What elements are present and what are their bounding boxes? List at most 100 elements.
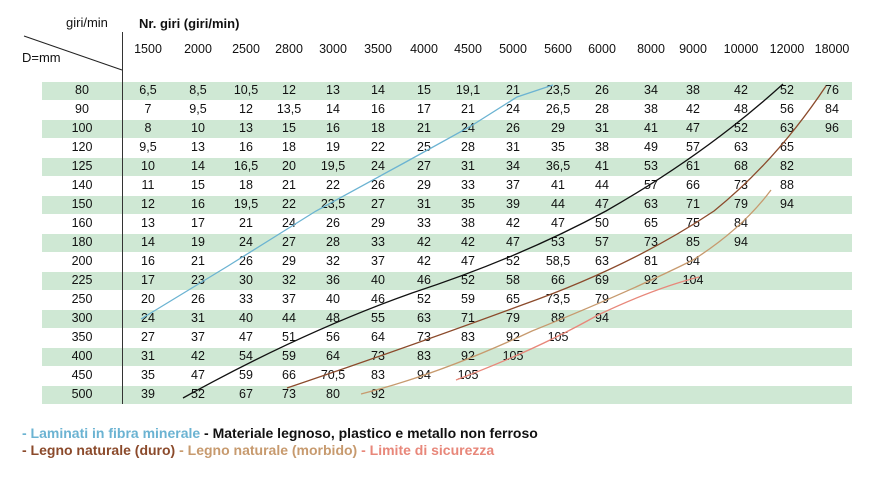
table-cell: 36	[326, 273, 340, 287]
table-cell: 66	[686, 178, 700, 192]
table-cell: 27	[282, 235, 296, 249]
table-cell: 22	[282, 197, 296, 211]
table-cell: 81	[644, 254, 658, 268]
corner-diameter-label: D=mm	[22, 50, 61, 65]
table-cell: 12	[239, 102, 253, 116]
table-cell: 26	[595, 83, 609, 97]
table-cell: 44	[595, 178, 609, 192]
diameter-cell: 80	[75, 83, 89, 97]
rpm-col-header: 6000	[588, 42, 616, 56]
table-cell: 31	[417, 197, 431, 211]
table-cell: 56	[780, 102, 794, 116]
table-cell: 6,5	[139, 83, 157, 97]
table-cell: 47	[461, 254, 475, 268]
table-cell: 42	[191, 349, 205, 363]
table-cell: 73	[282, 387, 296, 401]
corner-rpm-label: giri/min	[66, 15, 108, 30]
legend-duro: - Legno naturale (duro)	[22, 442, 176, 458]
table-cell: 21	[282, 178, 296, 192]
table-cell: 63	[595, 254, 609, 268]
table-cell: 17	[141, 273, 155, 287]
table-cell: 16	[326, 121, 340, 135]
table-cell: 37	[506, 178, 520, 192]
table-cell: 13	[191, 140, 205, 154]
table-cell: 19	[326, 140, 340, 154]
table-cell: 73	[734, 178, 748, 192]
table-cell: 83	[461, 330, 475, 344]
table-cell: 9,5	[189, 102, 207, 116]
table-cell: 24	[506, 102, 520, 116]
table-cell: 47	[551, 216, 565, 230]
table-cell: 52	[780, 83, 794, 97]
table-cell: 16	[371, 102, 385, 116]
table-cell: 26	[191, 292, 205, 306]
table-cell: 94	[734, 235, 748, 249]
table-cell: 41	[595, 159, 609, 173]
legend-row-1: - Laminati in fibra minerale - Materiale…	[22, 425, 538, 441]
rpm-col-header: 5600	[544, 42, 572, 56]
table-cell: 10,5	[233, 83, 259, 97]
table-cell: 28	[461, 140, 475, 154]
table-cell: 17	[417, 102, 431, 116]
table-cell: 21	[461, 102, 475, 116]
table-cell: 21	[506, 83, 520, 97]
table-cell: 24	[239, 235, 253, 249]
legend-morbido: - Legno naturale (morbido)	[175, 442, 358, 458]
table-cell: 33	[239, 292, 253, 306]
diameter-cell: 500	[71, 387, 93, 401]
table-cell: 42	[461, 235, 475, 249]
table-cell: 92	[506, 330, 520, 344]
diameter-cell: 250	[71, 292, 93, 306]
legend-laminati: - Laminati in fibra minerale	[22, 425, 201, 441]
table-cell: 29	[417, 178, 431, 192]
table-cell: 52	[734, 121, 748, 135]
rpm-col-header: 2000	[184, 42, 212, 56]
table-cell: 38	[461, 216, 475, 230]
table-cell: 47	[191, 368, 205, 382]
row-band	[42, 120, 852, 138]
table-cell: 14	[141, 235, 155, 249]
rpm-col-header: 2500	[232, 42, 260, 56]
diameter-cell: 350	[71, 330, 93, 344]
table-cell: 34	[644, 83, 658, 97]
table-cell: 13	[141, 216, 155, 230]
table-cell: 12	[141, 197, 155, 211]
table-cell: 96	[825, 121, 839, 135]
table-cell: 82	[780, 159, 794, 173]
table-cell: 64	[371, 330, 385, 344]
table-cell: 65	[506, 292, 520, 306]
table-cell: 67	[239, 387, 253, 401]
table-cell: 64	[326, 349, 340, 363]
table-cell: 47	[506, 235, 520, 249]
table-cell: 104	[682, 273, 704, 287]
table-cell: 71	[461, 311, 475, 325]
table-cell: 79	[595, 292, 609, 306]
rpm-title: Nr. giri (giri/min)	[139, 16, 240, 31]
table-cell: 46	[371, 292, 385, 306]
table-cell: 30	[239, 273, 253, 287]
table-cell: 26	[506, 121, 520, 135]
table-cell: 16	[191, 197, 205, 211]
table-cell: 85	[686, 235, 700, 249]
table-cell: 34	[506, 159, 520, 173]
curve-laminati	[140, 84, 554, 320]
table-cell: 83	[371, 368, 385, 382]
table-cell: 31	[191, 311, 205, 325]
table-cell: 9,5	[139, 140, 157, 154]
table-cell: 63	[417, 311, 431, 325]
table-cell: 59	[239, 368, 253, 382]
table-cell: 88	[780, 178, 794, 192]
rpm-col-header: 1500	[134, 42, 162, 56]
table-cell: 16	[141, 254, 155, 268]
table-cell: 73	[417, 330, 431, 344]
rpm-col-header: 8000	[637, 42, 665, 56]
row-band	[42, 386, 852, 404]
table-cell: 37	[191, 330, 205, 344]
table-cell: 69	[595, 273, 609, 287]
table-cell: 42	[417, 235, 431, 249]
table-cell: 57	[595, 235, 609, 249]
table-cell: 23,5	[320, 197, 346, 211]
table-cell: 39	[506, 197, 520, 211]
table-cell: 19,5	[320, 159, 346, 173]
